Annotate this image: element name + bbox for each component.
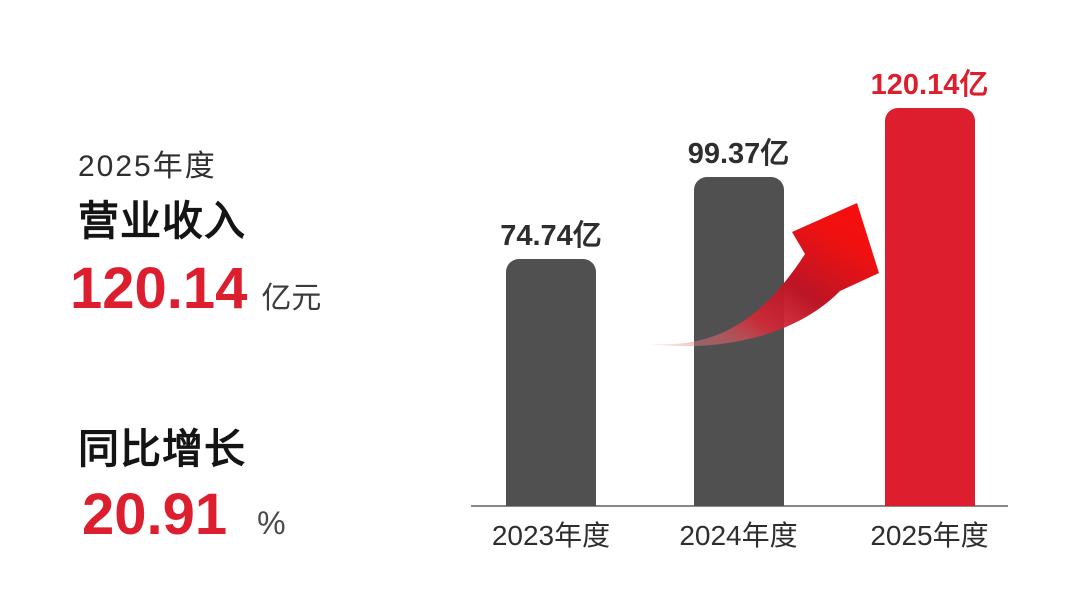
bar-value-label: 99.37亿 [687, 138, 790, 170]
x-axis-line [471, 505, 1008, 507]
kpi-growth-row: 20.91 % [82, 486, 286, 544]
axis-tick-label: 2025年度 [870, 520, 989, 551]
bar-2023 [506, 259, 596, 506]
axis-tick-label: 2023年度 [491, 520, 611, 551]
bar-group-2025: 120.14亿 2025年度 [835, 0, 1025, 609]
kpi-growth-value: 20.91 [82, 482, 228, 547]
kpi-period: 2025年度 [78, 150, 217, 183]
kpi-revenue-row: 120.14 亿元 [70, 260, 321, 318]
kpi-revenue-value: 120.14 [70, 256, 248, 321]
bar-value-label: 74.74亿 [500, 220, 602, 252]
kpi-revenue-unit: 亿元 [261, 282, 322, 315]
bar-value-label: 120.14亿 [870, 69, 989, 101]
bar-group-2023: 74.74亿 2023年度 [456, 0, 646, 609]
growth-arrow-icon [649, 203, 879, 347]
axis-tick-label: 2024年度 [679, 520, 798, 551]
kpi-growth-unit: % [257, 505, 286, 541]
kpi-growth-title: 同比增长 [78, 426, 246, 472]
kpi-revenue-title: 营业收入 [78, 198, 246, 244]
bar-2025 [884, 108, 975, 506]
